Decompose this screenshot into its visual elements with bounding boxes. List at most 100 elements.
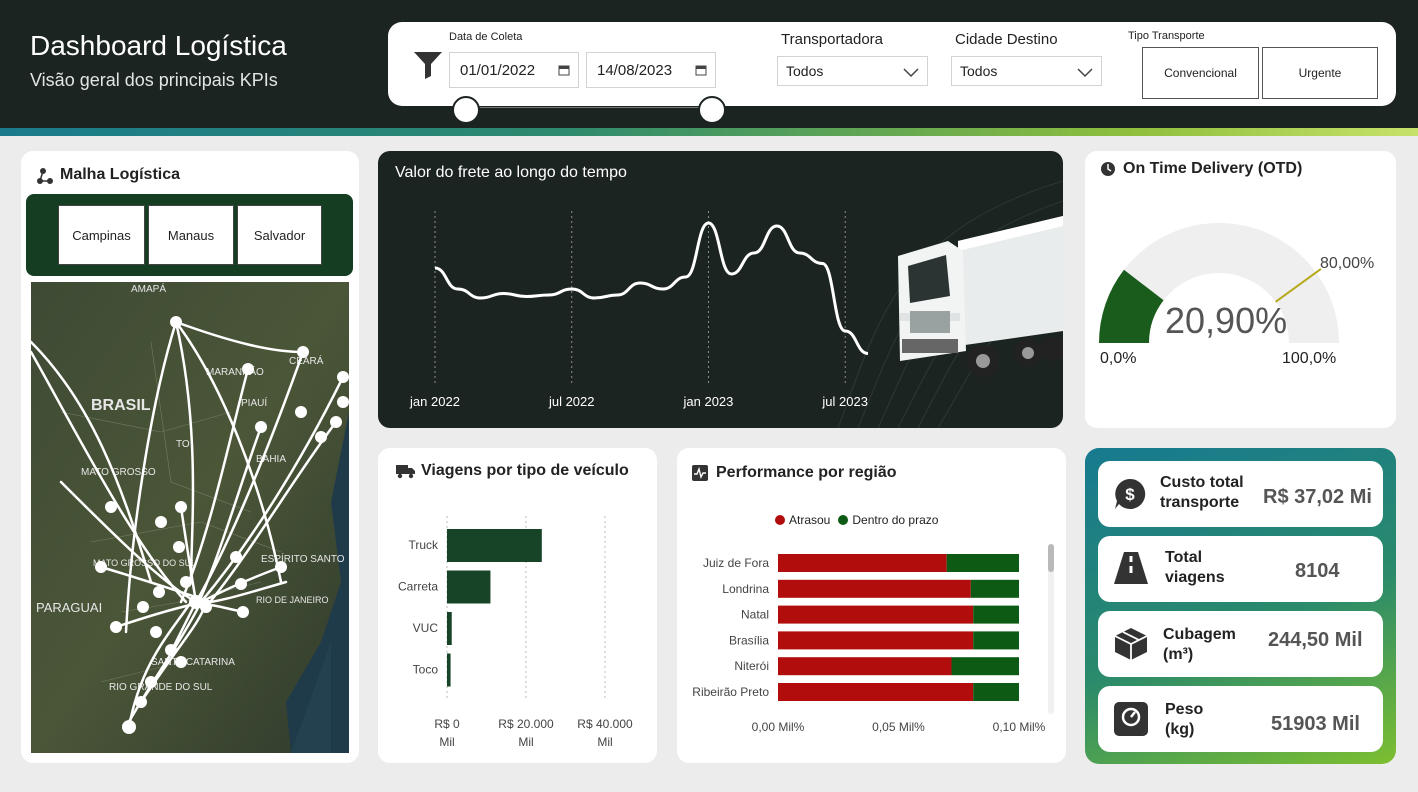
calendar-icon[interactable] <box>695 63 707 80</box>
network-icon <box>36 167 54 189</box>
frete-series-line[interactable] <box>434 221 869 355</box>
date-start-input[interactable]: 01/01/2022 <box>449 52 579 88</box>
cidade-destino-label: Cidade Destino <box>955 31 1058 48</box>
performance-bar-segment[interactable] <box>778 554 947 572</box>
map-label: PIAUÍ <box>241 396 267 409</box>
kpi-viagens-label-line1: Total <box>1165 549 1203 566</box>
city-button-salvador[interactable]: Salvador <box>237 205 322 265</box>
kpi-cubagem-label-line1: Cubagem <box>1163 626 1236 643</box>
performance-category-label: Niterói <box>734 659 769 673</box>
map-label: RIO DE JANEIRO <box>256 595 329 605</box>
map-label: PARAGUAI <box>36 600 102 615</box>
truck-image <box>888 211 1063 390</box>
gauge-track <box>1099 223 1339 343</box>
performance-bar-segment[interactable] <box>951 657 1019 676</box>
date-range-slider[interactable] <box>466 107 712 111</box>
otd-title: On Time Delivery (OTD) <box>1123 160 1303 177</box>
kpi-custo-total <box>1098 461 1383 527</box>
kpi-cubagem-label: Cubagem (m³) <box>1163 625 1236 665</box>
otd-max-label: 100,0% <box>1282 350 1337 367</box>
performance-bar-segment[interactable] <box>973 631 1019 650</box>
viagens-bar[interactable] <box>447 570 491 604</box>
performance-bar-segment[interactable] <box>973 683 1019 701</box>
scale-icon <box>1114 702 1148 740</box>
legend-swatch-dentro-prazo <box>838 515 849 525</box>
frete-chart-card: jan 2022 jul 2022 jan 2023 jul 2023 <box>378 151 1063 428</box>
transportadora-select[interactable]: Todos <box>777 56 928 86</box>
date-slider-end-handle[interactable] <box>698 96 726 124</box>
performance-legend: Atrasou Dentro do prazo <box>775 513 938 527</box>
truck-icon <box>396 463 416 483</box>
performance-bar-segment[interactable] <box>778 605 974 624</box>
performance-x-tick: 0,00 Mil% <box>752 720 805 734</box>
gauge-fill <box>1099 269 1164 343</box>
performance-bar-segment[interactable] <box>778 631 974 650</box>
performance-scrollbar-thumb[interactable] <box>1048 544 1054 572</box>
performance-scrollbar[interactable] <box>1048 544 1054 714</box>
viagens-category-label: VUC <box>413 621 439 635</box>
pulse-icon <box>692 465 708 485</box>
frete-chart-title: Valor do frete ao longo do tempo <box>395 164 627 181</box>
road-icon <box>1114 552 1148 588</box>
city-button-campinas[interactable]: Campinas <box>58 205 145 265</box>
viagens-x-tick: R$ 40.000 Mil <box>577 717 633 749</box>
frete-x-tick: jul 2022 <box>548 394 595 409</box>
transportadora-value: Todos <box>786 63 824 79</box>
viagens-category-label: Toco <box>413 663 439 677</box>
chevron-down-icon <box>1077 65 1093 81</box>
box-icon <box>1113 626 1149 666</box>
cidade-destino-value: Todos <box>960 63 998 79</box>
kpi-custo-value: R$ 37,02 Mi <box>1263 486 1372 508</box>
tipo-urgente-button[interactable]: Urgente <box>1262 47 1378 99</box>
calendar-icon[interactable] <box>558 63 570 80</box>
viagens-bar[interactable] <box>447 612 452 645</box>
performance-bar-segment[interactable] <box>778 657 952 676</box>
performance-bar-segment[interactable] <box>778 683 974 701</box>
viagens-bar[interactable] <box>447 653 451 687</box>
date-end-value: 14/08/2023 <box>597 61 673 79</box>
performance-category-label: Ribeirão Preto <box>692 685 769 699</box>
map-label: ESPÍRITO SANTO <box>261 552 345 565</box>
kpi-viagens-label: Total viagens <box>1165 548 1225 588</box>
viagens-category-label: Truck <box>408 538 439 552</box>
otd-min-label: 0,0% <box>1100 350 1137 367</box>
performance-bar-segment[interactable] <box>970 579 1019 598</box>
viagens-category-label: Carreta <box>398 580 438 594</box>
city-button-manaus[interactable]: Manaus <box>148 205 234 265</box>
performance-bar-segment[interactable] <box>778 579 971 598</box>
map-label: SANTA CATARINA <box>151 657 235 668</box>
map-label: AMAPÁ <box>131 282 166 295</box>
viagens-bar[interactable] <box>447 529 542 562</box>
page-title: Dashboard Logística <box>30 30 287 61</box>
kpi-cubagem-label-line2: (m³) <box>1163 646 1194 663</box>
page-subtitle: Visão geral dos principais KPIs <box>30 70 278 90</box>
kpi-peso-label-line2: (kg) <box>1165 721 1195 738</box>
kpi-cubagem-value: 244,50 Mil <box>1268 629 1363 651</box>
performance-category-label: Natal <box>741 608 769 622</box>
tipo-convencional-button[interactable]: Convencional <box>1142 47 1259 99</box>
viagens-title: Viagens por tipo de veículo <box>421 462 629 479</box>
logistics-map[interactable]: AMAPÁ BRASIL MARANHÃO CEARÁ PIAUÍ TO BAHIA MATO… <box>31 282 349 753</box>
kpi-custo-label-line2: transporte <box>1160 494 1240 511</box>
kpi-custo-label: Custo total transporte <box>1160 473 1244 513</box>
performance-bar-segment[interactable] <box>973 605 1019 624</box>
kpi-peso-value: 51903 Mil <box>1271 713 1360 735</box>
otd-value: 20,90% <box>1165 300 1288 341</box>
kpi-viagens-label-line2: viagens <box>1165 569 1225 586</box>
transportadora-label: Transportadora <box>781 31 883 48</box>
gauge-target-marker <box>1275 268 1322 303</box>
map-label: RIO GRANDE DO SUL <box>109 682 213 693</box>
frete-x-tick: jan 2022 <box>409 394 460 409</box>
map-label: BAHIA <box>256 454 286 465</box>
malha-title: Malha Logística <box>60 166 181 183</box>
date-slider-start-handle[interactable] <box>452 96 480 124</box>
performance-card <box>677 448 1066 763</box>
kpi-peso-label: Peso (kg) <box>1165 700 1203 740</box>
performance-bar-segment[interactable] <box>946 554 1019 572</box>
kpi-custo-label-line1: Custo total <box>1160 474 1244 491</box>
cidade-destino-select[interactable]: Todos <box>951 56 1102 86</box>
legend-label-atrasou: Atrasou <box>789 513 831 527</box>
filter-icon <box>413 50 443 84</box>
date-end-input[interactable]: 14/08/2023 <box>586 52 716 88</box>
kpi-total-viagens <box>1098 536 1383 602</box>
